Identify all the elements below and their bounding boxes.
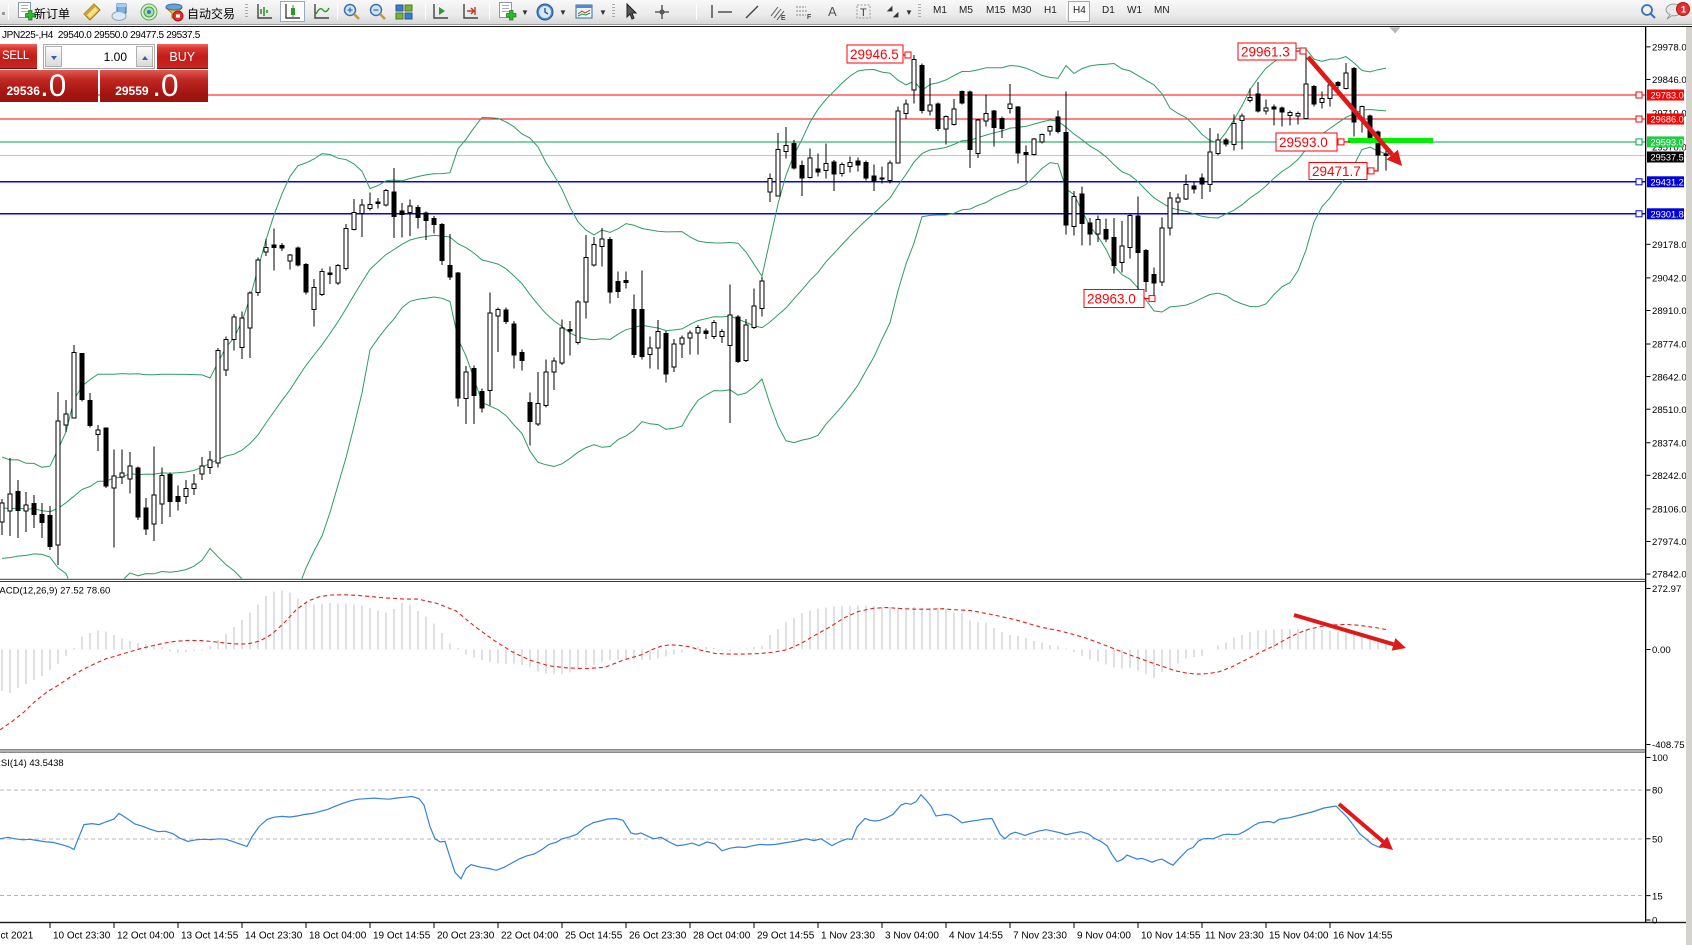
svg-text:29 Oct 14:55: 29 Oct 14:55 — [757, 931, 815, 942]
svg-text:10 Nov 14:55: 10 Nov 14:55 — [1141, 931, 1201, 942]
svg-text:28774.0: 28774.0 — [1652, 340, 1687, 351]
svg-text:29593.0: 29593.0 — [1279, 135, 1328, 150]
svg-text:28106.0: 28106.0 — [1652, 505, 1687, 516]
svg-text:28242.0: 28242.0 — [1652, 471, 1687, 482]
svg-text:10 Oct 23:30: 10 Oct 23:30 — [53, 931, 111, 942]
svg-text:29570.0: 29570.0 — [1652, 142, 1687, 153]
svg-text:29178.0: 29178.0 — [1652, 240, 1687, 251]
svg-text:16 Nov 14:55: 16 Nov 14:55 — [1333, 931, 1393, 942]
svg-text:ct 2021: ct 2021 — [1, 931, 34, 942]
svg-text:28 Oct 04:00: 28 Oct 04:00 — [693, 931, 751, 942]
svg-text:29978.0: 29978.0 — [1652, 43, 1687, 54]
svg-text:F: F — [807, 14, 811, 21]
svg-text:4 Nov 14:55: 4 Nov 14:55 — [949, 931, 1003, 942]
svg-text:T: T — [860, 7, 867, 19]
svg-text:29042.0: 29042.0 — [1652, 274, 1687, 285]
svg-text:29961.3: 29961.3 — [1241, 44, 1290, 59]
svg-text:19 Oct 14:55: 19 Oct 14:55 — [373, 931, 431, 942]
svg-text:28374.0: 28374.0 — [1652, 438, 1687, 449]
svg-text:29593.0: 29593.0 — [1651, 138, 1684, 148]
svg-text:26 Oct 23:30: 26 Oct 23:30 — [629, 931, 687, 942]
svg-text:28910.0: 28910.0 — [1652, 306, 1687, 317]
svg-text:29846.0: 29846.0 — [1652, 75, 1687, 86]
svg-text:0: 0 — [1652, 916, 1657, 927]
svg-text:28642.0: 28642.0 — [1652, 372, 1687, 383]
svg-text:27842.0: 27842.0 — [1652, 570, 1687, 581]
svg-text:E: E — [781, 15, 786, 22]
svg-text:25 Oct 14:55: 25 Oct 14:55 — [565, 931, 623, 942]
svg-text:22 Oct 04:00: 22 Oct 04:00 — [501, 931, 559, 942]
svg-text:100: 100 — [1652, 753, 1668, 764]
svg-text:7 Nov 23:30: 7 Nov 23:30 — [1013, 931, 1067, 942]
svg-text:272.97: 272.97 — [1652, 584, 1681, 595]
svg-text:MACD(12,26,9) 27.52 78.60: MACD(12,26,9) 27.52 78.60 — [0, 586, 110, 597]
svg-text:-408.75: -408.75 — [1652, 740, 1685, 751]
svg-text:1: 1 — [1681, 5, 1686, 15]
svg-text:14 Oct 23:30: 14 Oct 23:30 — [245, 931, 303, 942]
svg-text:20 Oct 23:30: 20 Oct 23:30 — [437, 931, 495, 942]
svg-text:27974.0: 27974.0 — [1652, 537, 1687, 548]
svg-text:9 Nov 04:00: 9 Nov 04:00 — [1077, 931, 1131, 942]
svg-text:29946.5: 29946.5 — [850, 47, 899, 62]
svg-text:11 Nov 23:30: 11 Nov 23:30 — [1205, 931, 1264, 942]
svg-text:28963.0: 28963.0 — [1087, 291, 1136, 306]
svg-text:28510.0: 28510.0 — [1652, 405, 1687, 416]
svg-text:3 Nov 04:00: 3 Nov 04:00 — [885, 931, 939, 942]
svg-text:29471.7: 29471.7 — [1312, 164, 1361, 179]
svg-text:0.00: 0.00 — [1652, 645, 1671, 656]
svg-text:RSI(14) 43.5438: RSI(14) 43.5438 — [0, 758, 64, 769]
svg-text:29537.5: 29537.5 — [1651, 153, 1684, 163]
svg-text:13 Oct 14:55: 13 Oct 14:55 — [181, 931, 239, 942]
svg-text:29301.8: 29301.8 — [1651, 210, 1684, 220]
svg-text:15 Nov 04:00: 15 Nov 04:00 — [1269, 931, 1329, 942]
svg-text:80: 80 — [1652, 786, 1663, 797]
svg-text:12 Oct 04:00: 12 Oct 04:00 — [117, 931, 175, 942]
svg-text:29686.0: 29686.0 — [1651, 115, 1684, 125]
svg-text:29431.2: 29431.2 — [1651, 178, 1684, 188]
svg-text:1 Nov 23:30: 1 Nov 23:30 — [821, 931, 875, 942]
svg-text:15: 15 — [1652, 891, 1663, 902]
svg-text:29783.0: 29783.0 — [1651, 91, 1684, 101]
svg-text:18 Oct 04:00: 18 Oct 04:00 — [309, 931, 367, 942]
svg-text:50: 50 — [1652, 835, 1663, 846]
